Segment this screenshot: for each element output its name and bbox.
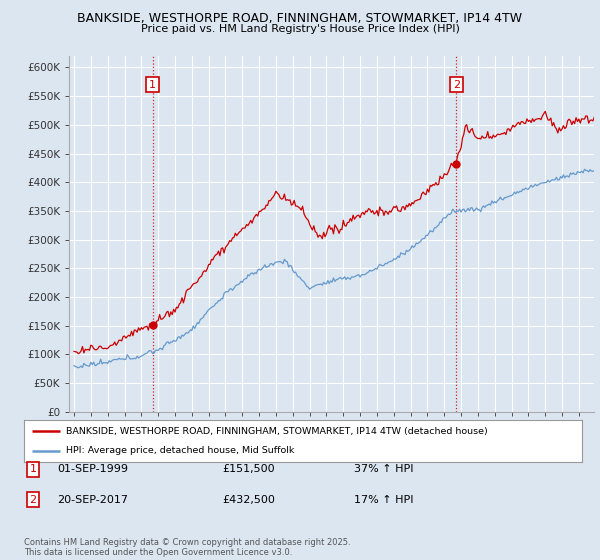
Text: 1: 1 — [29, 464, 37, 474]
Text: BANKSIDE, WESTHORPE ROAD, FINNINGHAM, STOWMARKET, IP14 4TW: BANKSIDE, WESTHORPE ROAD, FINNINGHAM, ST… — [77, 12, 523, 25]
Text: £151,500: £151,500 — [222, 464, 275, 474]
Text: BANKSIDE, WESTHORPE ROAD, FINNINGHAM, STOWMARKET, IP14 4TW (detached house): BANKSIDE, WESTHORPE ROAD, FINNINGHAM, ST… — [66, 427, 488, 436]
Text: Contains HM Land Registry data © Crown copyright and database right 2025.
This d: Contains HM Land Registry data © Crown c… — [24, 538, 350, 557]
Text: HPI: Average price, detached house, Mid Suffolk: HPI: Average price, detached house, Mid … — [66, 446, 294, 455]
Text: Price paid vs. HM Land Registry's House Price Index (HPI): Price paid vs. HM Land Registry's House … — [140, 24, 460, 34]
Text: 01-SEP-1999: 01-SEP-1999 — [57, 464, 128, 474]
Text: 2: 2 — [29, 494, 37, 505]
Text: 17% ↑ HPI: 17% ↑ HPI — [354, 494, 413, 505]
Text: 20-SEP-2017: 20-SEP-2017 — [57, 494, 128, 505]
Text: 2: 2 — [453, 80, 460, 90]
Text: 37% ↑ HPI: 37% ↑ HPI — [354, 464, 413, 474]
Text: 1: 1 — [149, 80, 156, 90]
Text: £432,500: £432,500 — [222, 494, 275, 505]
